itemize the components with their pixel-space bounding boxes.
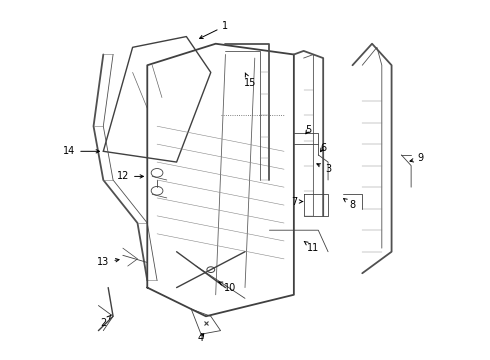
Text: 9: 9 [410,153,424,163]
Text: 12: 12 [117,171,144,181]
Text: 5: 5 [305,125,312,135]
Text: 10: 10 [219,282,237,293]
Text: 8: 8 [343,199,356,210]
Text: 11: 11 [304,242,319,253]
Text: 13: 13 [97,257,119,267]
Text: 1: 1 [199,21,228,39]
Text: 4: 4 [198,333,204,343]
Text: 14: 14 [63,146,99,156]
Text: 2: 2 [100,315,111,328]
Text: 15: 15 [244,73,256,88]
Text: 6: 6 [320,143,326,153]
Text: 7: 7 [291,197,303,207]
Text: 3: 3 [317,164,331,174]
